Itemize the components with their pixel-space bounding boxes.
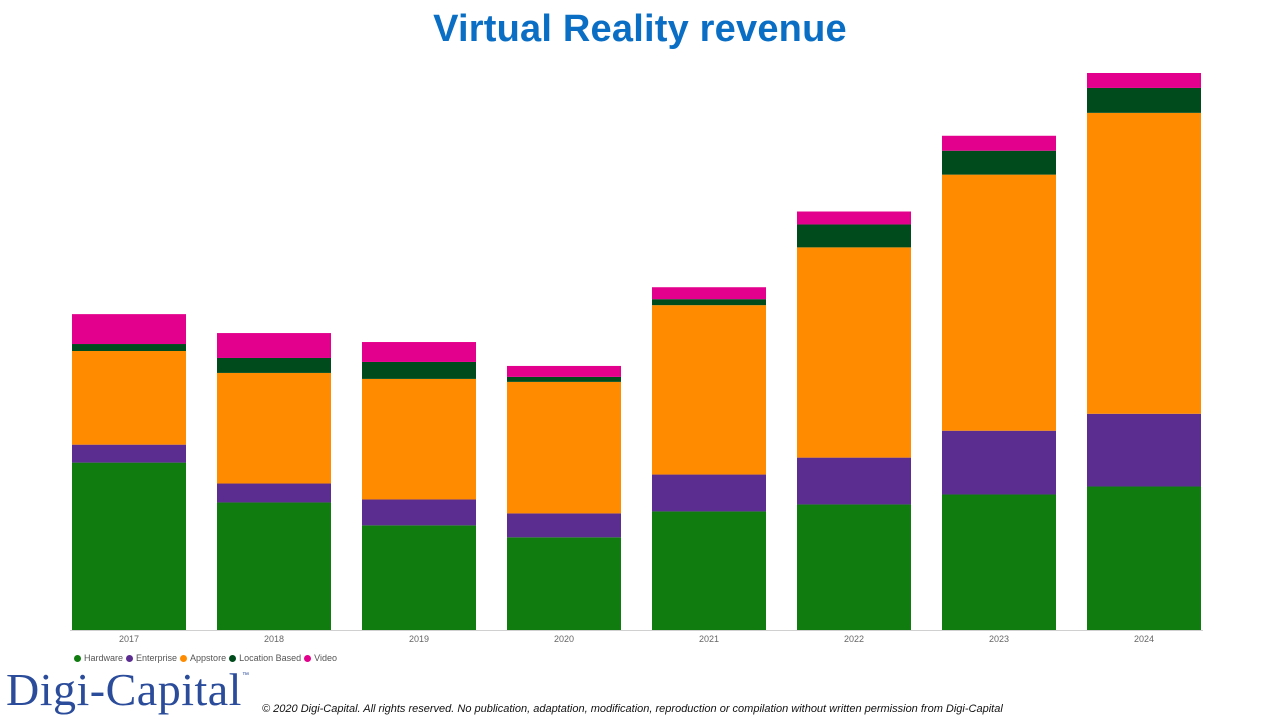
bar-location-based-2019[interactable] [362, 361, 476, 379]
legend-item-video[interactable]: Video [304, 653, 337, 663]
bar-enterprise-2024[interactable] [1087, 413, 1201, 487]
legend-dot [180, 654, 188, 662]
bar-enterprise-2020[interactable] [507, 513, 621, 538]
bar-enterprise-2017[interactable] [72, 444, 186, 463]
bar-hardware-2021[interactable] [652, 511, 766, 630]
legend-dot [126, 654, 134, 662]
legend-item-location-based[interactable]: Location Based [229, 653, 301, 663]
bar-location-based-2021[interactable] [652, 299, 766, 306]
logo-wordmark: Digi-Capital [6, 664, 242, 715]
x-tick-label: 2019 [409, 634, 429, 644]
logo-trademark: ™ [241, 672, 249, 679]
legend-dot [74, 654, 81, 662]
copyright-notice: © 2020 Digi-Capital. All rights reserved… [262, 703, 1003, 715]
bar-video-2021[interactable] [652, 287, 766, 300]
legend-item-hardware[interactable]: Hardware [74, 653, 123, 663]
bar-video-2020[interactable] [507, 365, 621, 377]
bar-hardware-2019[interactable] [362, 525, 476, 630]
x-tick-label: 2021 [699, 634, 719, 644]
legend-dot [304, 654, 312, 662]
stacked-bar-chart: 2017 2018 2019 2020 2021 2022 2023 2024 [70, 72, 1203, 644]
legend-label: Enterprise [136, 653, 178, 663]
bar-location-based-2018[interactable] [217, 357, 331, 373]
bar-location-based-2017[interactable] [72, 344, 186, 351]
bar-video-2019[interactable] [362, 342, 476, 362]
bar-location-based-2024[interactable] [1087, 87, 1201, 113]
bar-video-2018[interactable] [217, 333, 331, 358]
bar-hardware-2024[interactable] [1087, 486, 1201, 630]
bar-location-based-2023[interactable] [942, 150, 1056, 175]
bar-hardware-2020[interactable] [507, 537, 621, 630]
bar-hardware-2018[interactable] [217, 502, 331, 630]
legend-label: Appstore [190, 653, 227, 663]
bar-hardware-2017[interactable] [72, 462, 186, 630]
digi-capital-logo: Digi-Capital ™ [6, 664, 249, 716]
legend-label: Hardware [84, 653, 124, 663]
legend-dot [229, 654, 237, 662]
x-tick-label: 2024 [1134, 634, 1154, 644]
bar-appstore-2023[interactable] [942, 174, 1056, 431]
bar-appstore-2021[interactable] [652, 305, 766, 475]
bar-appstore-2022[interactable] [797, 247, 911, 458]
bar-appstore-2024[interactable] [1087, 112, 1201, 414]
legend-item-enterprise[interactable]: Enterprise [126, 653, 177, 663]
bar-video-2024[interactable] [1087, 72, 1201, 88]
bar-appstore-2018[interactable] [217, 372, 331, 484]
chart-title: Virtual Reality revenue [433, 8, 847, 50]
bar-enterprise-2019[interactable] [362, 499, 476, 526]
bar-video-2017[interactable] [72, 314, 186, 345]
bar-hardware-2023[interactable] [942, 494, 1056, 630]
bar-location-based-2022[interactable] [797, 224, 911, 248]
x-tick-label: 2020 [554, 634, 574, 644]
bar-video-2022[interactable] [797, 211, 911, 225]
x-tick-label: 2017 [119, 634, 139, 644]
chart-legend: Hardware Enterprise Appstore Location Based… [74, 653, 340, 663]
legend-label: Video [314, 653, 337, 663]
bar-video-2023[interactable] [942, 135, 1056, 151]
bar-enterprise-2023[interactable] [942, 430, 1056, 495]
bar-enterprise-2022[interactable] [797, 457, 911, 505]
bar-enterprise-2018[interactable] [217, 483, 331, 503]
legend-item-appstore[interactable]: Appstore [180, 653, 226, 663]
bar-appstore-2017[interactable] [72, 351, 186, 445]
bar-enterprise-2021[interactable] [652, 474, 766, 512]
x-tick-label: 2018 [264, 634, 284, 644]
x-tick-label: 2023 [989, 634, 1009, 644]
bar-hardware-2022[interactable] [797, 504, 911, 630]
bar-location-based-2020[interactable] [507, 376, 621, 382]
x-tick-label: 2022 [844, 634, 864, 644]
bar-appstore-2019[interactable] [362, 378, 476, 500]
bar-appstore-2020[interactable] [507, 381, 621, 514]
legend-label: Location Based [239, 653, 302, 663]
